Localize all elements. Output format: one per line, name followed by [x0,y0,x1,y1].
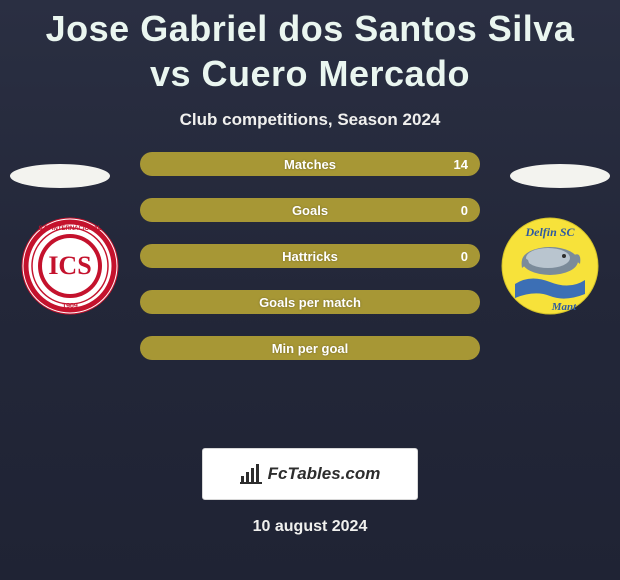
svg-text:1909: 1909 [62,303,78,310]
page-title: Jose Gabriel dos Santos Silva vs Cuero M… [0,0,620,96]
stat-bars: Matches 14 Goals 0 Hattricks 0 Goals per… [140,152,480,360]
stat-bar-matches: Matches 14 [140,152,480,176]
chart-icon [240,464,262,484]
brand-box: FcTables.com [202,448,418,500]
stat-label: Matches [284,157,336,172]
stat-label: Goals [292,203,328,218]
left-club-crest: ICS S.C. INTERNACIONAL 1909 [20,216,120,316]
left-ellipse [10,164,110,188]
stat-value: 0 [461,203,468,218]
date-text: 10 august 2024 [0,518,620,536]
right-ellipse [510,164,610,188]
stat-bar-hattricks: Hattricks 0 [140,244,480,268]
stat-bar-min-per-goal: Min per goal [140,336,480,360]
svg-text:Mant: Mant [551,301,577,313]
brand-text: FcTables.com [268,464,381,484]
svg-text:S.C. INTERNACIONAL: S.C. INTERNACIONAL [39,226,102,232]
stat-bar-goals: Goals 0 [140,198,480,222]
comparison-panel: ICS S.C. INTERNACIONAL 1909 Delfin SC Ma… [0,164,620,424]
stat-value: 0 [461,249,468,264]
stat-value: 14 [454,157,468,172]
stat-label: Goals per match [259,295,361,310]
stat-bar-goals-per-match: Goals per match [140,290,480,314]
stat-label: Min per goal [272,341,349,356]
stat-label: Hattricks [282,249,338,264]
subtitle: Club competitions, Season 2024 [0,110,620,130]
svg-text:ICS: ICS [48,251,91,280]
right-club-crest: Delfin SC Mant [500,216,600,316]
svg-text:Delfin SC: Delfin SC [524,225,575,239]
